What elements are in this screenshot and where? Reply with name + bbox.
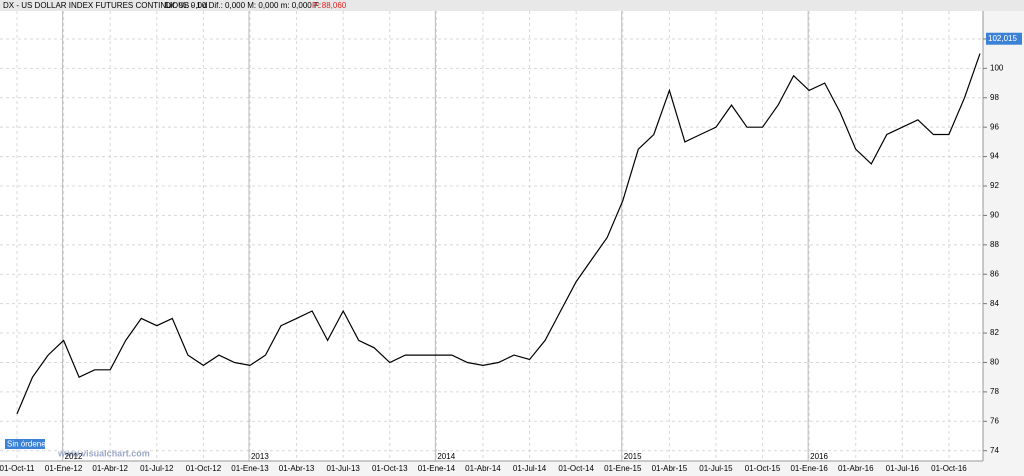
x-axis-panel <box>0 461 1024 476</box>
y-tick-label: 98 <box>990 93 999 102</box>
x-tick-label: 01-Jul-13 <box>326 464 360 473</box>
y-tick-label: 74 <box>990 446 999 455</box>
y-axis-panel <box>983 11 1024 461</box>
x-tick-label: 01-Ene-13 <box>231 464 269 473</box>
y-tick-label: 80 <box>990 358 999 367</box>
x-tick-label: 01-Jul-15 <box>699 464 733 473</box>
x-tick-label: 01-Abr-15 <box>652 464 688 473</box>
header-bar <box>0 0 1024 11</box>
x-tick-label: 01-Oct-16 <box>931 464 967 473</box>
year-label: 2012 <box>65 452 83 461</box>
last-value-marker <box>986 32 1022 45</box>
x-tick-label: 01-Ene-12 <box>45 464 83 473</box>
y-tick-label: 90 <box>990 211 999 220</box>
x-tick-label: 01-Abr-16 <box>838 464 874 473</box>
x-tick-label: 01-Ene-15 <box>604 464 642 473</box>
x-tick-label: 01-Oct-11 <box>0 464 35 473</box>
x-tick-label: 01-Abr-12 <box>92 464 128 473</box>
chart-title: DX - US DOLLAR INDEX FUTURES CONTINUOUS … <box>3 1 207 10</box>
last-value-label: 102,015 <box>988 34 1017 43</box>
year-label: 2014 <box>437 452 455 461</box>
x-tick-label: 01-Ene-14 <box>418 464 456 473</box>
x-tick-label: 01-Oct-13 <box>372 464 408 473</box>
year-label: 2015 <box>624 452 642 461</box>
x-tick-label: 01-Oct-14 <box>558 464 594 473</box>
watermark: www.visualchart.com <box>57 448 150 458</box>
x-tick-label: 01-Oct-12 <box>186 464 222 473</box>
x-tick-label: 01-Ene-16 <box>790 464 828 473</box>
x-tick-label: 01-Oct-15 <box>745 464 781 473</box>
chart-info: Dif. %: 0,00 Dif.: 0,000 M: 0,000 m: 0,0… <box>165 1 321 10</box>
y-tick-label: 78 <box>990 387 999 396</box>
y-tick-label: 100 <box>990 63 1004 72</box>
price-line <box>16 53 981 415</box>
orders-box <box>5 439 45 449</box>
y-tick-label: 84 <box>990 299 999 308</box>
price-info: P: 88,060 <box>312 1 347 10</box>
y-tick-label: 86 <box>990 269 999 278</box>
y-tick-label: 88 <box>990 240 999 249</box>
y-tick-label: 82 <box>990 328 999 337</box>
year-label: 2013 <box>251 452 269 461</box>
year-label: 2016 <box>810 452 828 461</box>
y-tick-label: 96 <box>990 122 999 131</box>
orders-label: Sin órdenes <box>7 440 50 449</box>
y-tick-label: 76 <box>990 416 999 425</box>
y-tick-label: 94 <box>990 152 999 161</box>
x-tick-label: 01-Abr-14 <box>465 464 501 473</box>
x-tick-label: 01-Abr-13 <box>279 464 315 473</box>
x-tick-label: 01-Jul-14 <box>513 464 547 473</box>
x-tick-label: 01-Jul-12 <box>140 464 174 473</box>
x-tick-label: 01-Jul-16 <box>886 464 920 473</box>
y-tick-label: 92 <box>990 181 999 190</box>
